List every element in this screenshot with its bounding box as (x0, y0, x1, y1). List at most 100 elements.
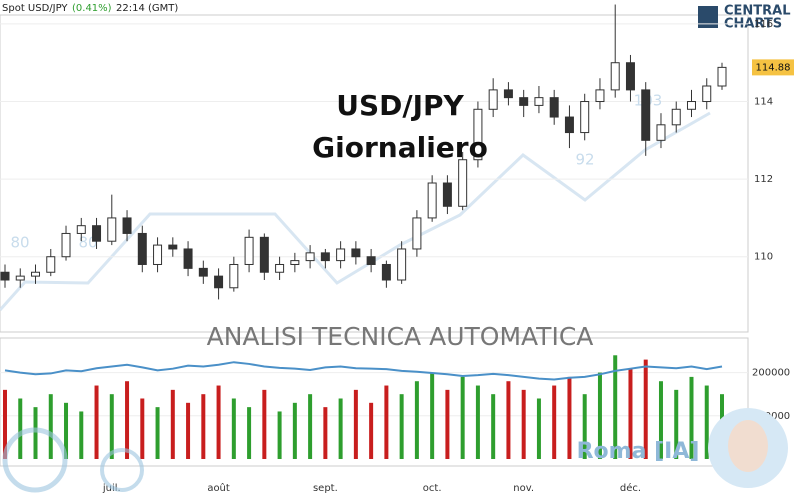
candle-body (275, 263, 285, 273)
avatar-face (728, 420, 768, 472)
x-tick-label: sept. (313, 483, 338, 494)
volume-bar (48, 394, 53, 459)
candle-body (610, 62, 620, 91)
candle-body (503, 89, 513, 99)
candle-body (381, 263, 391, 281)
volume-bar (155, 407, 160, 459)
volume-average (4, 361, 723, 381)
volume-bar (277, 411, 282, 459)
candle-body (351, 248, 361, 258)
volume-bar (140, 398, 145, 459)
candle-body (259, 236, 269, 273)
last-price-box (752, 59, 794, 76)
y-tick-label: 110 (754, 252, 773, 263)
candle-body (92, 225, 102, 242)
candle-body (595, 89, 605, 103)
last-price: 114.88 (756, 62, 791, 73)
volume-bar (216, 385, 221, 459)
candle-body (122, 217, 132, 234)
candle-body (336, 248, 346, 262)
candle-body (564, 116, 574, 134)
volume-bar (369, 402, 374, 459)
volume-bar (536, 398, 541, 459)
logo-text: CENTRAL (724, 4, 791, 19)
candle-body (427, 182, 437, 219)
candle-body (534, 97, 544, 106)
volume-bar (506, 381, 511, 459)
volume-bar (109, 394, 114, 459)
candle-body (686, 101, 696, 110)
volume-bar (186, 402, 191, 459)
logo-text: CHARTS (724, 17, 782, 32)
candle-body (229, 263, 239, 289)
candle-body (580, 101, 590, 134)
assistant-name: Roma [IA] (577, 439, 700, 464)
candle-body (31, 271, 41, 277)
candle-body (76, 225, 86, 234)
x-tick-label: nov. (513, 483, 534, 494)
time: 22:14 (GMT) (116, 3, 178, 14)
volume-bar (79, 411, 84, 459)
candle-body (458, 159, 468, 207)
volume-bar (18, 398, 23, 459)
volume-bar (430, 372, 435, 459)
candle-body (702, 85, 712, 103)
volume-bar (552, 385, 557, 459)
x-tick-label: août (207, 482, 230, 494)
candle-body (198, 267, 208, 277)
volume-panel (0, 337, 749, 467)
volume-bar (247, 407, 252, 459)
candle-body (183, 248, 193, 269)
candle-body (488, 89, 498, 110)
volume-bar (628, 368, 633, 459)
volume-bar (125, 381, 130, 459)
watermark-label: 80 (10, 234, 29, 252)
overlay-title: USD/JPY (336, 89, 464, 122)
candle-body (214, 275, 224, 289)
volume-bar (674, 389, 679, 459)
logo-icon (698, 6, 718, 28)
candle-body (366, 256, 376, 265)
volume-bar (64, 402, 69, 459)
candle-body (107, 217, 117, 242)
volume-bar (399, 394, 404, 459)
volume-bar (658, 381, 663, 459)
candle-body (61, 232, 71, 258)
volume-bar (262, 389, 267, 459)
candle-body (168, 244, 178, 250)
volume-bar (338, 398, 343, 459)
x-tick-label: déc. (620, 482, 641, 494)
volume-bar (384, 385, 389, 459)
volume-bar (613, 355, 618, 459)
volume-bar (704, 385, 709, 459)
volume-bar (323, 407, 328, 459)
volume-bar (353, 389, 358, 459)
candle-body (290, 260, 300, 265)
y-tick-label: 200000 (752, 368, 790, 379)
volume-bar (445, 389, 450, 459)
candle-body (671, 108, 681, 126)
candle-body (15, 275, 25, 281)
candle-body (717, 66, 727, 87)
y-tick-label: 114 (754, 97, 773, 108)
candle-body (641, 89, 651, 141)
y-tick-label: 116 (754, 19, 773, 30)
volume-bar (94, 385, 99, 459)
candle-body (46, 256, 56, 273)
symbol: Spot USD/JPY (2, 3, 68, 14)
candle-body (305, 252, 315, 262)
overlay-subtitle: Giornaliero (312, 131, 488, 164)
candle-body (0, 271, 10, 281)
candle-body (519, 97, 529, 106)
y-tick-label: 112 (754, 174, 773, 185)
banner: ANALISI TECNICA AUTOMATICA (207, 322, 594, 351)
volume-bar (643, 359, 648, 459)
plot: 110112114116100000200000808092103juil.ao… (0, 4, 794, 494)
candle-body (473, 108, 483, 161)
change: (0.41%) (72, 3, 112, 14)
volume-bar (33, 407, 38, 459)
volume-bar (308, 394, 313, 459)
candle-body (549, 97, 559, 118)
volume-bar (597, 372, 602, 459)
